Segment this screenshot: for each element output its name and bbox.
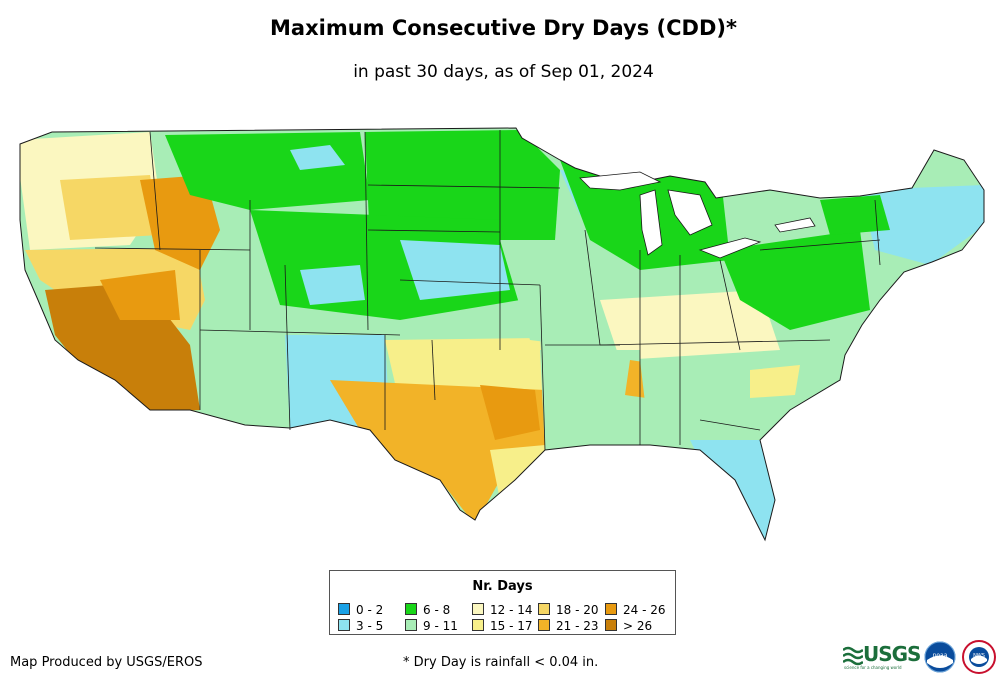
northern-plains-wet-patch (290, 145, 345, 170)
legend-title: Nr. Days (472, 579, 533, 594)
national-border (19, 127, 985, 542)
noaa-logo-text: noaa (933, 652, 948, 659)
legend-item-12-14: 12 - 14 (472, 603, 533, 616)
legend-item-0-2: 0 - 2 (338, 603, 383, 616)
arkansas-louisiana-region (540, 350, 645, 450)
carolina-dry-patch (750, 365, 800, 398)
usgs-logo: USGS science for a changing world (843, 642, 921, 672)
kansas-wet-patch (400, 240, 510, 300)
noaa-logo: noaa (924, 641, 956, 673)
legend-swatch (472, 619, 484, 631)
legend-item-gt-26: > 26 (605, 619, 652, 632)
ohio-valley-region (600, 290, 780, 360)
legend-item-18-20: 18 - 20 (538, 603, 599, 616)
oregon-dry-region (60, 175, 160, 240)
legend-swatch (538, 603, 550, 615)
dry-day-footnote: * Dry Day is rainfall < 0.04 in. (403, 655, 599, 670)
state-boundaries (94, 130, 881, 451)
legend-item-6-8: 6 - 8 (405, 603, 450, 616)
nws-logo: NWS (962, 640, 996, 674)
legend-item-9-11: 9 - 11 (405, 619, 458, 632)
lake-huron (667, 189, 713, 236)
legend-swatch (338, 603, 350, 615)
usgs-wave-icon (843, 646, 863, 666)
legend-item-15-17: 15 - 17 (472, 619, 533, 632)
legend-swatch (538, 619, 550, 631)
legend-swatch (472, 603, 484, 615)
usgs-tagline: science for a changing world (844, 665, 902, 670)
florida-region (690, 440, 780, 540)
usgs-wordmark: USGS (863, 642, 921, 666)
legend-item-3-5: 3 - 5 (338, 619, 383, 632)
east-texas-dry-patch (480, 385, 540, 440)
legend-item-24-26: 24 - 26 (605, 603, 666, 616)
legend-item-21-23: 21 - 23 (538, 619, 599, 632)
map-subtitle: in past 30 days, as of Sep 01, 2024 (353, 62, 654, 82)
four-corners-region (200, 328, 300, 420)
colorado-wet-patch (300, 265, 365, 305)
map-title: Maximum Consecutive Dry Days (CDD)* (270, 16, 737, 40)
new-york-wet-patch (820, 195, 890, 235)
lake-erie (698, 237, 762, 259)
legend-swatch (405, 603, 417, 615)
legend-swatch (605, 619, 617, 631)
appalachian-region (720, 230, 870, 330)
iowa-missouri-region (500, 240, 610, 350)
great-lakes (579, 171, 816, 259)
legend: Nr. Days 0 - 2 3 - 5 6 - 8 9 - 11 12 - 1… (329, 570, 676, 635)
lake-superior (579, 171, 662, 191)
legend-swatch (405, 619, 417, 631)
us-cdd-map (19, 127, 985, 542)
legend-swatch (605, 603, 617, 615)
lake-ontario (774, 217, 816, 233)
map-credit: Map Produced by USGS/EROS (10, 655, 203, 670)
nws-logo-text: NWS (973, 653, 985, 659)
new-england-region (860, 185, 984, 265)
lake-michigan (639, 189, 663, 256)
nevada-dry-patch (100, 270, 180, 320)
legend-swatch (338, 619, 350, 631)
